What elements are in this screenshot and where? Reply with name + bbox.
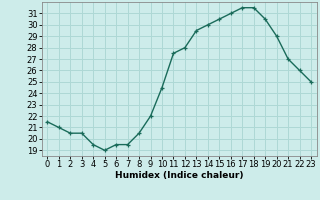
X-axis label: Humidex (Indice chaleur): Humidex (Indice chaleur)	[115, 171, 244, 180]
